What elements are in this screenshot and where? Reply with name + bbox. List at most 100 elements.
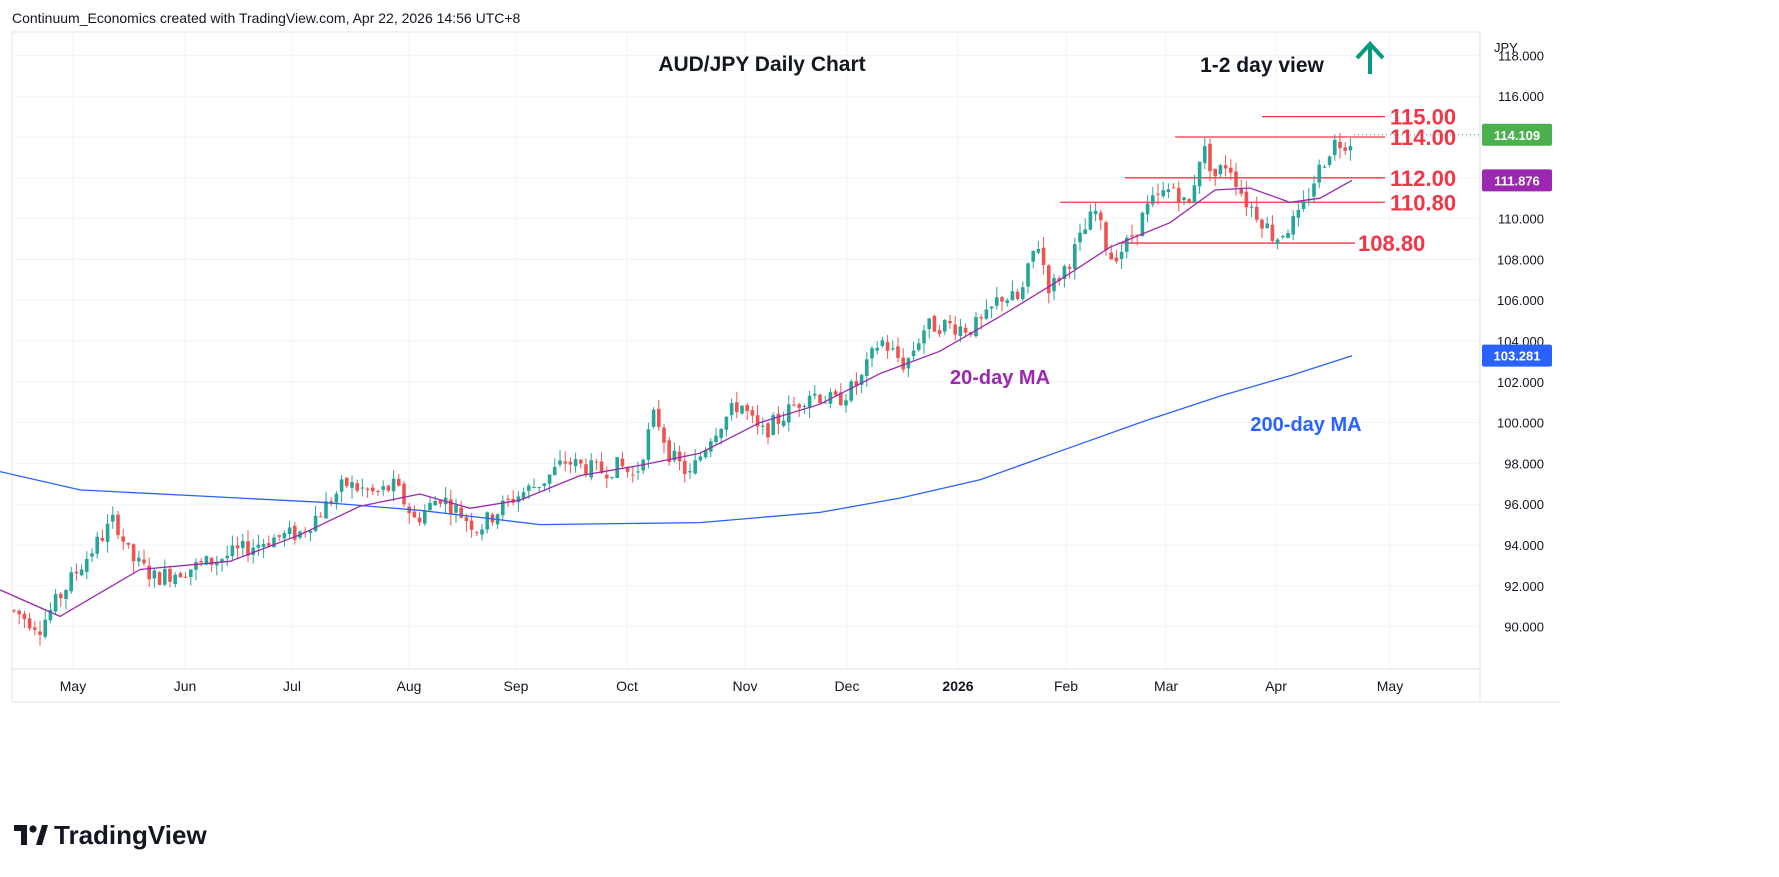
tradingview-logo[interactable]: TradingView xyxy=(14,820,207,851)
candle xyxy=(1161,181,1165,199)
x-tick-label: Feb xyxy=(1054,678,1078,694)
ma20-price-badge: 111.876 xyxy=(1482,169,1552,192)
y-tick-label: 94.000 xyxy=(1504,538,1544,553)
y-tick-label: 98.000 xyxy=(1504,456,1544,471)
candle xyxy=(688,463,692,480)
candle xyxy=(100,529,105,543)
candle xyxy=(761,417,765,435)
candle xyxy=(833,388,838,397)
candle xyxy=(849,379,853,403)
candle xyxy=(38,620,42,646)
candle xyxy=(251,539,255,564)
candle xyxy=(1223,155,1228,177)
candle xyxy=(516,491,521,512)
candle xyxy=(282,530,287,547)
candle xyxy=(121,528,125,550)
candle xyxy=(735,392,739,419)
candle xyxy=(703,447,708,460)
candle xyxy=(631,466,635,483)
candle xyxy=(1182,196,1186,206)
candle xyxy=(402,480,406,508)
candle xyxy=(1338,132,1342,159)
x-tick-label: Oct xyxy=(616,678,638,694)
candle xyxy=(475,530,479,536)
candle xyxy=(386,484,391,493)
candle xyxy=(1218,163,1223,177)
level-label: 110.80 xyxy=(1390,190,1456,215)
level-label: 112.00 xyxy=(1390,166,1456,191)
candle xyxy=(105,514,110,553)
candle xyxy=(839,383,843,406)
candle xyxy=(209,557,214,572)
candle xyxy=(183,572,188,579)
candle xyxy=(267,535,271,548)
candle xyxy=(1099,209,1103,231)
candle xyxy=(168,565,172,588)
candle xyxy=(948,314,952,329)
ma200-line xyxy=(0,355,1353,526)
candle xyxy=(865,352,869,387)
candle xyxy=(53,589,58,615)
candle xyxy=(79,564,84,577)
candle xyxy=(1093,202,1098,222)
candle xyxy=(17,609,21,625)
candle xyxy=(818,393,822,406)
candle xyxy=(365,487,370,498)
candle xyxy=(891,340,895,351)
candle xyxy=(319,511,323,518)
candle xyxy=(615,456,619,479)
candle xyxy=(807,391,812,419)
candle xyxy=(813,385,817,400)
candle xyxy=(610,476,614,480)
candle xyxy=(287,520,292,539)
candle xyxy=(308,530,313,542)
candle xyxy=(1078,223,1082,251)
candle xyxy=(1296,203,1301,227)
candle xyxy=(43,609,47,639)
ma200-label: 200-day MA xyxy=(1250,414,1361,436)
candle xyxy=(1031,250,1035,269)
candle xyxy=(1255,196,1259,223)
candle xyxy=(563,451,567,472)
tradingview-logo-icon xyxy=(14,824,48,845)
candle xyxy=(896,337,900,363)
x-tick-label: Nov xyxy=(733,678,758,694)
candle xyxy=(116,510,120,539)
candle xyxy=(880,336,885,348)
candle xyxy=(766,422,770,445)
candle xyxy=(157,571,162,586)
candle xyxy=(1052,273,1056,301)
candle xyxy=(599,452,604,475)
candle xyxy=(235,536,240,559)
candle xyxy=(59,592,63,607)
candle xyxy=(1197,161,1202,194)
horizontal-levels xyxy=(1060,115,1385,244)
y-tick-label: 108.000 xyxy=(1497,252,1544,267)
x-tick-label: Jun xyxy=(174,678,197,694)
candle xyxy=(1333,134,1337,161)
candles xyxy=(12,132,1480,646)
candle xyxy=(646,422,651,469)
x-tick-label: Apr xyxy=(1265,678,1287,694)
candle xyxy=(558,450,562,468)
candle xyxy=(178,571,183,578)
candle xyxy=(963,323,968,336)
candle xyxy=(1083,218,1087,235)
candle xyxy=(1130,224,1134,244)
candle xyxy=(350,475,354,499)
candle xyxy=(1125,234,1129,259)
candle xyxy=(1187,197,1191,204)
x-tick-label: May xyxy=(1377,678,1403,694)
candle xyxy=(547,474,552,493)
candle xyxy=(345,476,349,489)
candle xyxy=(501,495,505,522)
candle xyxy=(755,405,760,435)
candle xyxy=(1291,210,1295,241)
candle xyxy=(662,424,666,454)
x-tick-label: Aug xyxy=(397,678,422,694)
candle xyxy=(1062,264,1067,288)
candle xyxy=(776,406,781,435)
